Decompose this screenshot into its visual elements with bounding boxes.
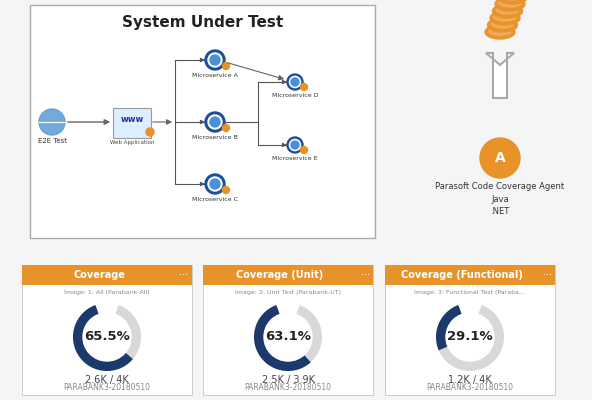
- Ellipse shape: [485, 25, 515, 39]
- Ellipse shape: [495, 0, 525, 11]
- Text: PARABANK3-20180510: PARABANK3-20180510: [426, 384, 513, 392]
- Circle shape: [146, 128, 154, 136]
- FancyBboxPatch shape: [203, 265, 373, 285]
- Text: Image: 3: Functional Test (Paraba...: Image: 3: Functional Test (Paraba...: [414, 290, 526, 295]
- Circle shape: [287, 137, 303, 153]
- Text: 1.2K / 4K: 1.2K / 4K: [448, 375, 492, 385]
- Text: Image: 2: Unit Test (Parabank-UT): Image: 2: Unit Test (Parabank-UT): [235, 290, 341, 295]
- Text: 2.5K / 3.9K: 2.5K / 3.9K: [262, 375, 314, 385]
- Polygon shape: [436, 305, 504, 371]
- Circle shape: [39, 109, 65, 135]
- Ellipse shape: [490, 11, 520, 25]
- Text: ···: ···: [542, 270, 552, 280]
- Circle shape: [223, 62, 230, 70]
- Circle shape: [83, 313, 131, 361]
- Circle shape: [223, 186, 230, 194]
- Polygon shape: [254, 305, 311, 371]
- Circle shape: [289, 139, 301, 150]
- Text: Microservice E: Microservice E: [272, 156, 318, 161]
- Ellipse shape: [497, 0, 527, 4]
- FancyBboxPatch shape: [30, 5, 375, 238]
- Circle shape: [205, 112, 225, 132]
- Circle shape: [210, 179, 220, 189]
- Text: www: www: [120, 116, 144, 124]
- Text: 63.1%: 63.1%: [265, 330, 311, 344]
- Circle shape: [301, 146, 307, 154]
- Text: Coverage (Functional): Coverage (Functional): [401, 270, 523, 280]
- Ellipse shape: [494, 13, 516, 21]
- Text: Microservice A: Microservice A: [192, 73, 238, 78]
- Text: Microservice C: Microservice C: [192, 197, 238, 202]
- Ellipse shape: [489, 27, 511, 35]
- Ellipse shape: [497, 6, 519, 14]
- Text: 65.5%: 65.5%: [84, 330, 130, 344]
- Circle shape: [210, 117, 220, 127]
- Text: PARABANK3-20180510: PARABANK3-20180510: [244, 384, 332, 392]
- Text: E2E Test: E2E Test: [37, 138, 66, 144]
- Text: Microservice D: Microservice D: [272, 93, 318, 98]
- Circle shape: [208, 177, 222, 191]
- Circle shape: [291, 141, 299, 149]
- Polygon shape: [436, 305, 462, 350]
- Circle shape: [208, 53, 222, 67]
- Polygon shape: [486, 53, 514, 98]
- Text: Image: 1: All (Parabank-All): Image: 1: All (Parabank-All): [64, 290, 150, 295]
- Text: Coverage (Unit): Coverage (Unit): [236, 270, 324, 280]
- Text: Web Application: Web Application: [110, 140, 155, 145]
- Ellipse shape: [491, 20, 513, 28]
- FancyBboxPatch shape: [22, 265, 192, 285]
- Circle shape: [205, 50, 225, 70]
- FancyBboxPatch shape: [385, 265, 555, 285]
- Ellipse shape: [493, 4, 523, 18]
- Text: A: A: [495, 151, 506, 165]
- Circle shape: [210, 55, 220, 65]
- Text: System Under Test: System Under Test: [122, 15, 283, 30]
- Circle shape: [291, 78, 299, 86]
- Polygon shape: [73, 305, 133, 371]
- Text: PARABANK3-20180510: PARABANK3-20180510: [63, 384, 150, 392]
- Circle shape: [446, 313, 494, 361]
- Circle shape: [287, 74, 303, 90]
- Text: ···: ···: [179, 270, 188, 280]
- FancyBboxPatch shape: [203, 265, 373, 395]
- FancyBboxPatch shape: [113, 108, 151, 138]
- Polygon shape: [73, 305, 141, 371]
- FancyBboxPatch shape: [385, 265, 555, 395]
- Text: Microservice B: Microservice B: [192, 135, 238, 140]
- Circle shape: [289, 76, 301, 88]
- Text: 29.1%: 29.1%: [447, 330, 493, 344]
- Circle shape: [208, 115, 222, 129]
- Ellipse shape: [487, 18, 517, 32]
- Ellipse shape: [499, 0, 521, 7]
- Circle shape: [301, 84, 307, 90]
- Circle shape: [223, 124, 230, 132]
- Polygon shape: [254, 305, 322, 371]
- Text: Coverage: Coverage: [73, 270, 125, 280]
- Text: Parasoft Code Coverage Agent
Java
.NET: Parasoft Code Coverage Agent Java .NET: [436, 182, 565, 216]
- Text: ···: ···: [361, 270, 369, 280]
- Circle shape: [264, 313, 312, 361]
- Circle shape: [480, 138, 520, 178]
- FancyBboxPatch shape: [22, 265, 192, 395]
- Circle shape: [205, 174, 225, 194]
- Text: 2.6K / 4K: 2.6K / 4K: [85, 375, 129, 385]
